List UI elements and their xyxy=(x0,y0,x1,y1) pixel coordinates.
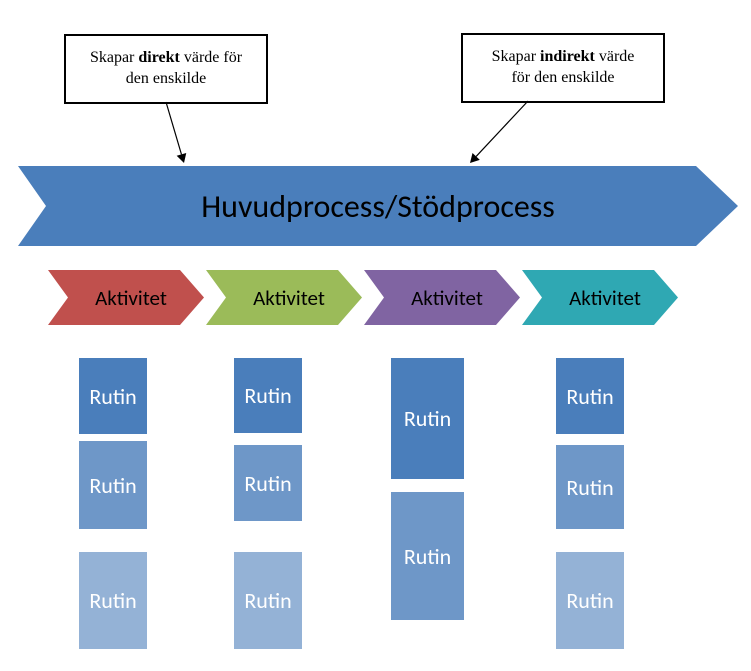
routine-box-3-1: Rutin xyxy=(555,444,625,530)
activity-chevron-0: Aktivitet xyxy=(48,270,204,325)
routine-box-0-2: Rutin xyxy=(78,551,148,650)
routine-box-2-0: Rutin xyxy=(390,357,465,480)
activity-chevron-3: Aktivitet xyxy=(522,270,678,325)
activity-label-2: Aktivitet xyxy=(388,270,506,325)
routine-box-1-0: Rutin xyxy=(233,357,303,434)
callout-text-bold: direkt xyxy=(138,49,179,66)
callout-indirekt: Skapar indirekt värde för den enskilde xyxy=(461,33,665,103)
routine-box-0-0: Rutin xyxy=(78,357,148,435)
routine-box-0-1: Rutin xyxy=(78,440,148,530)
activity-chevron-1: Aktivitet xyxy=(206,270,362,325)
callout-arrow-left xyxy=(156,100,194,173)
routine-box-1-2: Rutin xyxy=(233,551,303,650)
callout-text-bold: indirekt xyxy=(540,48,595,65)
routine-box-3-0: Rutin xyxy=(555,357,625,435)
activity-label-0: Aktivitet xyxy=(72,270,190,325)
routine-box-1-1: Rutin xyxy=(233,444,303,522)
routine-box-3-2: Rutin xyxy=(555,551,625,650)
activities-row: Aktivitet Aktivitet Aktivitet Aktivitet xyxy=(48,270,678,325)
activity-label-1: Aktivitet xyxy=(230,270,348,325)
callout-text-pre: Skapar xyxy=(90,49,138,66)
routine-box-2-1: Rutin xyxy=(390,491,465,621)
callout-direkt: Skapar direkt värde för den enskilde xyxy=(64,34,268,104)
activity-label-3: Aktivitet xyxy=(546,270,664,325)
main-process-label: Huvudprocess/Stödprocess xyxy=(18,166,738,246)
callout-arrow-right xyxy=(460,99,538,173)
main-process-arrow: Huvudprocess/Stödprocess xyxy=(18,166,738,246)
activity-chevron-2: Aktivitet xyxy=(364,270,520,325)
callout-text-pre: Skapar xyxy=(492,48,540,65)
